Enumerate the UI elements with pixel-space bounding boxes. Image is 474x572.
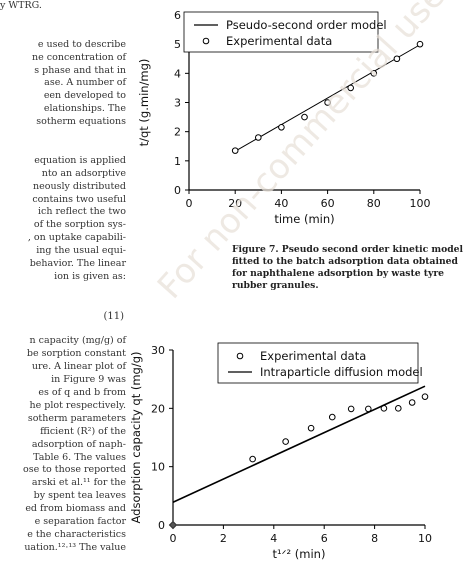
x-tick-label: 80 <box>367 197 381 210</box>
x-tick-label: 4 <box>270 532 277 545</box>
y-tick-label: 0 <box>174 184 181 197</box>
left-text-line: e used to describe <box>37 38 126 50</box>
left-text-line: ose to those reported <box>23 464 126 476</box>
legend-label: Intraparticle diffusion model <box>260 365 423 379</box>
left-text-line: y WTRG. <box>0 0 42 11</box>
left-text-line: he plot respectively. <box>29 399 126 411</box>
left-text-line: ed from biomass and <box>25 503 126 515</box>
left-text-line: , on uptake capabili- <box>27 232 126 244</box>
left-text-line: ing the usual equi- <box>36 245 126 257</box>
series-line <box>172 385 426 503</box>
left-text-line: ich reflect the two <box>37 206 126 218</box>
left-text-line: equation is applied <box>34 154 126 166</box>
left-text-column: y WTRG. e used to describe ne concentratio… <box>0 0 132 572</box>
left-text-line: contains two useful <box>32 193 126 205</box>
left-text-line: arski et al.¹¹ for the <box>31 477 126 489</box>
legend-box <box>217 342 419 384</box>
legend-label: Experimental data <box>226 34 332 48</box>
left-text-line: sotherm equations <box>36 116 126 128</box>
x-tick-label: 40 <box>274 197 288 210</box>
data-point <box>328 413 336 421</box>
legend-label: Pseudo-second order model <box>226 18 387 32</box>
x-tick-label: 100 <box>410 197 431 210</box>
data-point <box>421 393 429 400</box>
left-text-line: e the characteristics <box>27 528 126 540</box>
legend-box <box>183 11 379 53</box>
left-text-line: uation.¹²·¹³ The value <box>24 541 126 553</box>
x-tick-label: 0 <box>170 532 177 545</box>
left-text-line: es of q and b from <box>38 387 126 398</box>
left-text-line: ion is given as: <box>54 270 126 282</box>
y-axis-label: t/qt (g.min/mg) <box>137 59 151 147</box>
left-text-line: elationships. The <box>43 103 126 115</box>
figure-7-caption: Figure 7. Pseudo second order kinetic mo… <box>232 244 463 291</box>
data-point <box>249 455 256 463</box>
data-point <box>324 99 331 106</box>
x-axis-label: time (min) <box>274 212 334 226</box>
y-tick-label: 10 <box>151 461 165 474</box>
y-tick-label: 2 <box>174 126 181 139</box>
y-tick-label: 3 <box>174 97 181 110</box>
y-tick-label: 4 <box>174 67 181 80</box>
left-text-line: sotherm parameters <box>27 412 126 424</box>
origin-marker <box>168 520 178 530</box>
legend-marker-swatch <box>202 37 210 45</box>
left-text-line: nto an adsorptive <box>41 167 126 179</box>
equation-number: (11) <box>103 311 124 322</box>
left-text-line: neously distributed <box>33 180 126 192</box>
left-text-line: in Figure 9 was <box>51 374 126 386</box>
left-text-line: of the sorption sys- <box>33 219 126 231</box>
left-text-line: n capacity (mg/g) of <box>29 335 126 347</box>
y-axis-label: Adsorption capacity qt (mg/g) <box>129 351 143 523</box>
data-point <box>393 55 401 63</box>
data-point <box>231 147 239 154</box>
data-point <box>301 113 308 121</box>
data-point <box>394 405 402 412</box>
legend-label: Experimental data <box>260 349 366 363</box>
left-text-line: ase. A number of <box>44 77 126 89</box>
x-axis-label: t¹ᐟ² (min) <box>273 547 326 561</box>
data-point <box>370 70 378 77</box>
left-text-line: ne concentration of <box>32 51 126 63</box>
x-tick-label: 60 <box>321 197 335 210</box>
left-text-line: behavior. The linear <box>29 258 126 269</box>
left-text-line: by spent tea leaves <box>33 490 126 502</box>
y-tick-label: 20 <box>151 402 165 415</box>
x-tick-label: 2 <box>220 532 227 545</box>
y-tick-label: 0 <box>158 519 165 532</box>
left-text-line: ure. A linear plot of <box>31 361 126 373</box>
series-line <box>234 44 421 152</box>
y-tick-label: 6 <box>174 9 181 22</box>
left-text-line: adsorption of naph- <box>31 438 126 450</box>
y-tick-label: 30 <box>151 344 165 357</box>
data-point <box>347 84 355 92</box>
left-text-line: s phase and that in <box>34 64 126 76</box>
data-point <box>416 40 424 48</box>
x-tick-label: 8 <box>371 532 378 545</box>
data-point <box>282 438 289 445</box>
x-tick-label: 20 <box>228 197 242 210</box>
left-text-line: be sorption constant <box>26 348 126 360</box>
left-text-line: fficient (R²) of the <box>40 425 126 437</box>
left-text-line: een developed to <box>43 90 126 102</box>
y-tick-label: 1 <box>174 155 181 168</box>
x-tick-label: 0 <box>186 197 193 210</box>
y-tick-label: 5 <box>174 38 181 51</box>
data-point <box>278 123 285 131</box>
x-tick-label: 10 <box>418 532 432 545</box>
left-text-line: Table 6. The values <box>33 451 126 463</box>
data-point <box>254 134 262 141</box>
legend-marker-swatch <box>236 352 244 360</box>
x-tick-label: 6 <box>321 532 328 545</box>
data-point <box>307 424 315 432</box>
data-point <box>408 399 416 406</box>
data-point <box>347 405 355 413</box>
left-text-line: e separation factor <box>34 516 126 527</box>
